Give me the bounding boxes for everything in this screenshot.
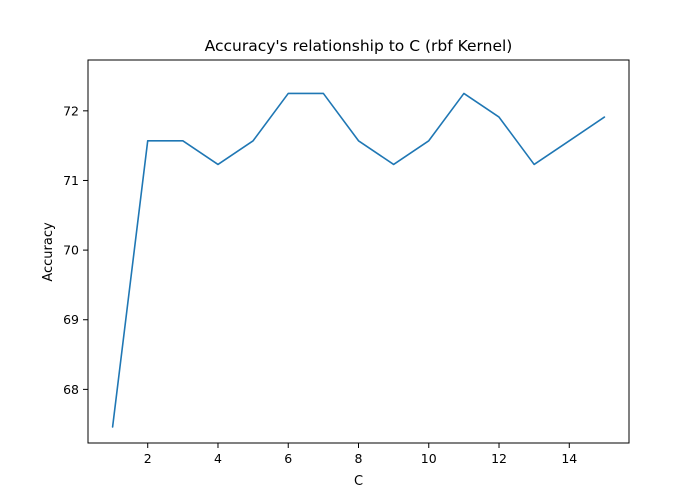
x-tick-label: 6 <box>284 451 292 466</box>
y-axis: 68 69 70 71 72 <box>63 103 88 397</box>
x-axis-label: C <box>354 474 363 489</box>
x-tick-label: 8 <box>355 451 363 466</box>
y-axis-label: Accuracy <box>41 222 56 282</box>
x-tick-label: 2 <box>144 451 152 466</box>
chart-title: Accuracy's relationship to C (rbf Kernel… <box>205 37 513 55</box>
plot-area-frame <box>87 59 630 444</box>
y-tick-label: 68 <box>63 382 79 397</box>
x-tick-label: 14 <box>561 451 577 466</box>
y-tick-label: 69 <box>63 312 79 327</box>
x-tick-label: 10 <box>421 451 437 466</box>
y-tick-label: 72 <box>63 103 79 118</box>
accuracy-line <box>111 92 606 428</box>
y-tick-label: 70 <box>63 243 79 258</box>
x-tick-label: 12 <box>491 451 507 466</box>
series-layer <box>111 92 606 428</box>
y-tick-label: 71 <box>63 173 79 188</box>
x-tick-label: 4 <box>214 451 222 466</box>
x-axis: 2 4 6 8 10 12 14 <box>144 443 577 466</box>
